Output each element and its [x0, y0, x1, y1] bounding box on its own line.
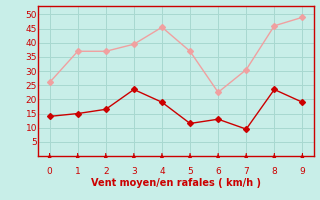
- X-axis label: Vent moyen/en rafales ( km/h ): Vent moyen/en rafales ( km/h ): [91, 178, 261, 188]
